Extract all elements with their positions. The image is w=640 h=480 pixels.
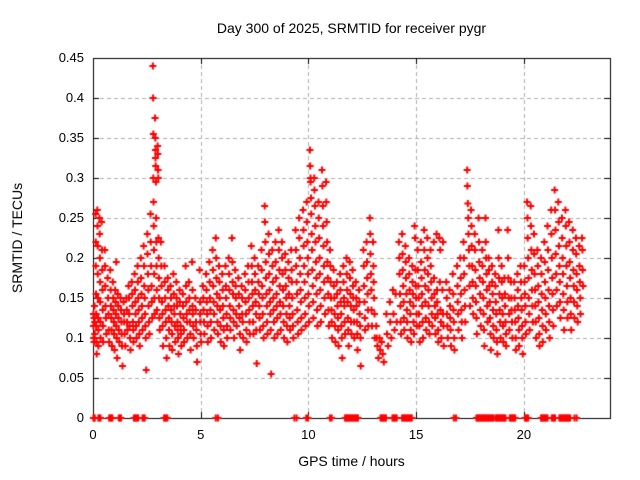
y-tick-label: 0.2 [65,250,84,265]
x-axis-label: GPS time / hours [298,453,405,469]
x-tick-label: 10 [301,427,316,442]
x-tick-label: 0 [89,427,97,442]
y-tick-label: 0.3 [65,170,84,185]
y-tick-label: 0.1 [65,330,84,345]
chart-title: Day 300 of 2025, SRMTID for receiver pyg… [216,20,487,36]
x-tick-label: 20 [516,427,532,442]
y-tick-label: 0.4 [65,90,84,105]
y-tick-label: 0 [76,410,84,425]
x-tick-label: 5 [197,427,205,442]
y-tick-label: 0.05 [58,370,84,385]
y-tick-label: 0.15 [58,290,84,305]
y-tick-label: 0.25 [58,210,84,225]
y-tick-label: 0.35 [58,130,84,145]
y-tick-label: 0.45 [58,50,84,65]
x-tick-label: 15 [408,427,424,442]
y-axis-label: SRMTID / TECUs [9,182,25,294]
